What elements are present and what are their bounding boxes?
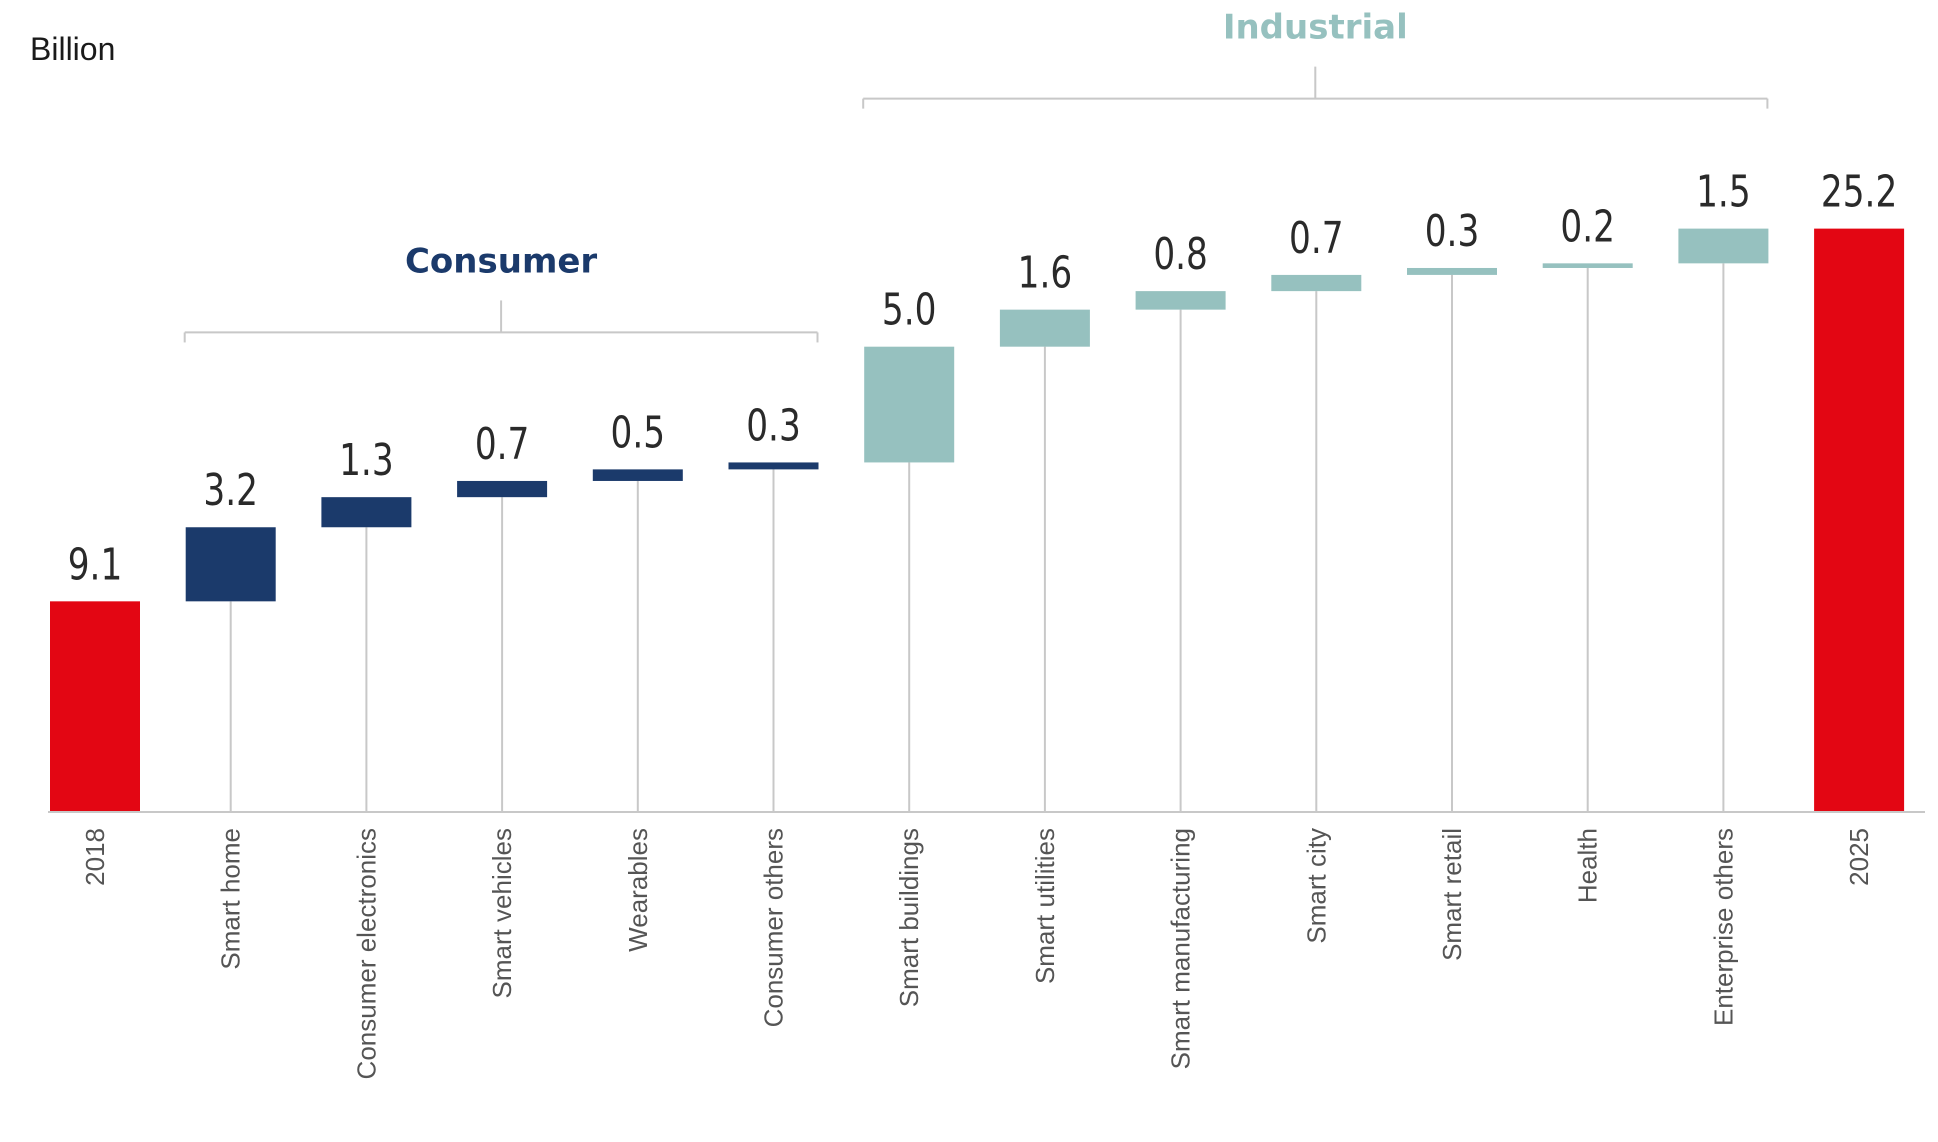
value-labels: 9.1 3.2 1.3 0.7 0.5 0.3 5.0 1.6 0.8 0.7 0.3 0.2 1.5 2… xyxy=(68,166,1898,590)
tick-label: Consumer others xyxy=(759,828,789,1027)
bar-smart-manufacturing xyxy=(1135,291,1226,310)
bar-smart-vehicles xyxy=(457,480,548,498)
bar-smart-city xyxy=(1271,274,1362,292)
value-label: 25.2 xyxy=(1821,166,1897,217)
unit-label: Billion xyxy=(30,31,115,67)
value-label: 3.2 xyxy=(203,465,258,516)
group-label-industrial: Industrial xyxy=(1223,8,1408,48)
connector-lines xyxy=(229,263,1725,812)
value-label: 0.5 xyxy=(611,407,666,458)
tick-label: Smart utilities xyxy=(1030,828,1060,984)
bar-2025 xyxy=(1814,228,1905,812)
tick-label: Smart manufacturing xyxy=(1166,828,1196,1069)
category-labels: 2018 Smart home Consumer electronics Smart … xyxy=(80,828,1874,1079)
bar-smart-utilities xyxy=(999,309,1090,347)
tick-label: Wearables xyxy=(623,828,653,952)
tick-label: Consumer electronics xyxy=(351,828,381,1079)
value-label: 1.3 xyxy=(339,435,394,486)
value-label: 5.0 xyxy=(882,285,937,336)
bar-smart-buildings xyxy=(864,346,955,463)
value-label: 0.3 xyxy=(746,400,801,451)
value-label: 0.2 xyxy=(1560,201,1615,252)
value-label: 0.7 xyxy=(475,419,530,470)
tick-label: Enterprise others xyxy=(1708,828,1738,1026)
bar-consumer-others xyxy=(728,462,819,470)
bars xyxy=(50,228,1905,812)
bar-2018 xyxy=(50,601,140,812)
value-label: 0.3 xyxy=(1425,206,1480,257)
bar-enterprise-others xyxy=(1678,228,1769,264)
value-label: 0.8 xyxy=(1153,229,1208,280)
tick-label: Health xyxy=(1573,828,1603,903)
group-brackets: Consumer Industrial xyxy=(183,8,1769,343)
tick-label: 2018 xyxy=(80,828,110,886)
tick-label: 2025 xyxy=(1844,828,1874,886)
tick-label: Smart home xyxy=(216,828,246,970)
bar-consumer-electronics xyxy=(321,497,412,528)
value-label: 9.1 xyxy=(68,539,123,590)
tick-label: Smart retail xyxy=(1437,828,1467,961)
tick-label: Smart buildings xyxy=(894,828,924,1007)
bar-smart-home xyxy=(185,527,276,602)
value-label: 0.7 xyxy=(1289,213,1344,264)
bar-health xyxy=(1542,263,1633,268)
tick-label: Smart vehicles xyxy=(487,828,517,999)
bar-smart-retail xyxy=(1407,267,1497,275)
bar-wearables xyxy=(592,469,683,481)
value-label: 1.5 xyxy=(1696,166,1751,217)
group-label-consumer: Consumer xyxy=(405,241,597,281)
tick-label: Smart city xyxy=(1301,828,1331,944)
value-label: 1.6 xyxy=(1018,248,1073,299)
